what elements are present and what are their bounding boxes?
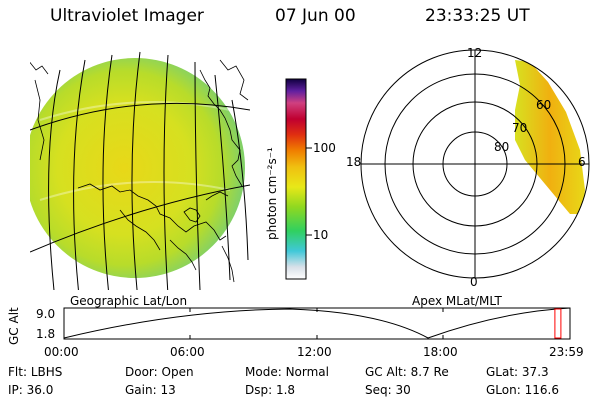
status-glon-value: 116.6 xyxy=(524,383,559,397)
timeline-ytick-bottom: 1.8 xyxy=(36,327,56,341)
mlt-label-0: 0 xyxy=(470,275,478,289)
status-glat-label: GLat: xyxy=(486,365,519,379)
status-glat-value: 37.3 xyxy=(521,365,549,379)
status-door-label: Door: xyxy=(125,365,158,379)
status-gain: Gain: 13 xyxy=(125,384,176,396)
colorbar xyxy=(285,78,312,280)
mlt-label-6: 6 xyxy=(578,155,586,169)
timeline-ytick-top: 9.0 xyxy=(36,307,56,321)
polar-plot xyxy=(360,49,590,279)
timeline-ticks xyxy=(189,308,444,339)
mlat-label-70: 70 xyxy=(512,121,528,135)
status-ip: IP: 36.0 xyxy=(8,384,53,396)
status-mode: Mode: Normal xyxy=(245,366,329,378)
status-ip-value: 36.0 xyxy=(26,383,54,397)
meridian-grid xyxy=(30,51,250,290)
status-filter-value: LBHS xyxy=(30,365,63,379)
status-door: Door: Open xyxy=(125,366,194,378)
date-label: 07 Jun 00 xyxy=(275,6,356,26)
status-filter: Flt: LBHS xyxy=(8,366,62,378)
timeline-xtick-2359: 23:59 xyxy=(549,345,584,359)
mlat-label-60: 60 xyxy=(536,98,552,112)
altitude-curve xyxy=(63,307,571,339)
left-panel-caption: Geographic Lat/Lon xyxy=(70,294,188,308)
status-glon-label: GLon: xyxy=(486,383,521,397)
colorbar-scale xyxy=(285,78,307,280)
colorbar-unit-label: photon cm⁻²s⁻¹ xyxy=(265,147,279,240)
status-mode-label: Mode: xyxy=(245,365,282,379)
status-gain-label: Gain: xyxy=(125,383,157,397)
timeline-frame xyxy=(63,307,571,340)
polar-grid xyxy=(360,49,590,279)
status-dsp: Dsp: 1.8 xyxy=(245,384,295,396)
time-label: 23:33:25 UT xyxy=(425,6,530,26)
status-filter-label: Flt: xyxy=(8,365,27,379)
timeline-xtick-0600: 06:00 xyxy=(170,345,205,359)
status-dsp-label: Dsp: xyxy=(245,383,273,397)
uv-globe-image xyxy=(30,58,245,278)
status-seq: Seq: 30 xyxy=(365,384,411,396)
status-glat: GLat: 37.3 xyxy=(486,366,549,378)
altitude-timeline xyxy=(63,307,571,340)
status-gain-value: 13 xyxy=(160,383,176,397)
status-gc-alt-value: 8.7 Re xyxy=(410,365,449,379)
timeline-ylabel: GC Alt xyxy=(7,307,21,345)
status-gc-alt-label: GC Alt: xyxy=(365,365,407,379)
right-panel-caption: Apex MLat/MLT xyxy=(412,294,502,308)
status-glon: GLon: 116.6 xyxy=(486,384,559,396)
geographic-map xyxy=(30,51,250,290)
timeline-xtick-1200: 12:00 xyxy=(297,345,332,359)
auroral-oval-image xyxy=(515,60,585,214)
mlt-label-12: 12 xyxy=(467,46,483,60)
instrument-title: Ultraviolet Imager xyxy=(50,6,204,26)
status-ip-label: IP: xyxy=(8,383,23,397)
timeline-xtick-0000: 00:00 xyxy=(44,345,79,359)
status-gc-alt: GC Alt: 8.7 Re xyxy=(365,366,449,378)
coastline-outlines xyxy=(30,59,249,283)
current-time-marker xyxy=(554,308,562,339)
status-mode-value: Normal xyxy=(285,365,329,379)
status-seq-value: 30 xyxy=(395,383,411,397)
mlat-label-80: 80 xyxy=(494,140,510,154)
mlt-label-18: 18 xyxy=(346,155,362,169)
colorbar-label-100: 100 xyxy=(313,141,336,155)
status-seq-label: Seq: xyxy=(365,383,392,397)
status-dsp-value: 1.8 xyxy=(275,383,296,397)
timeline-xtick-1800: 18:00 xyxy=(423,345,458,359)
status-door-value: Open xyxy=(161,365,194,379)
colorbar-label-10: 10 xyxy=(313,228,329,242)
